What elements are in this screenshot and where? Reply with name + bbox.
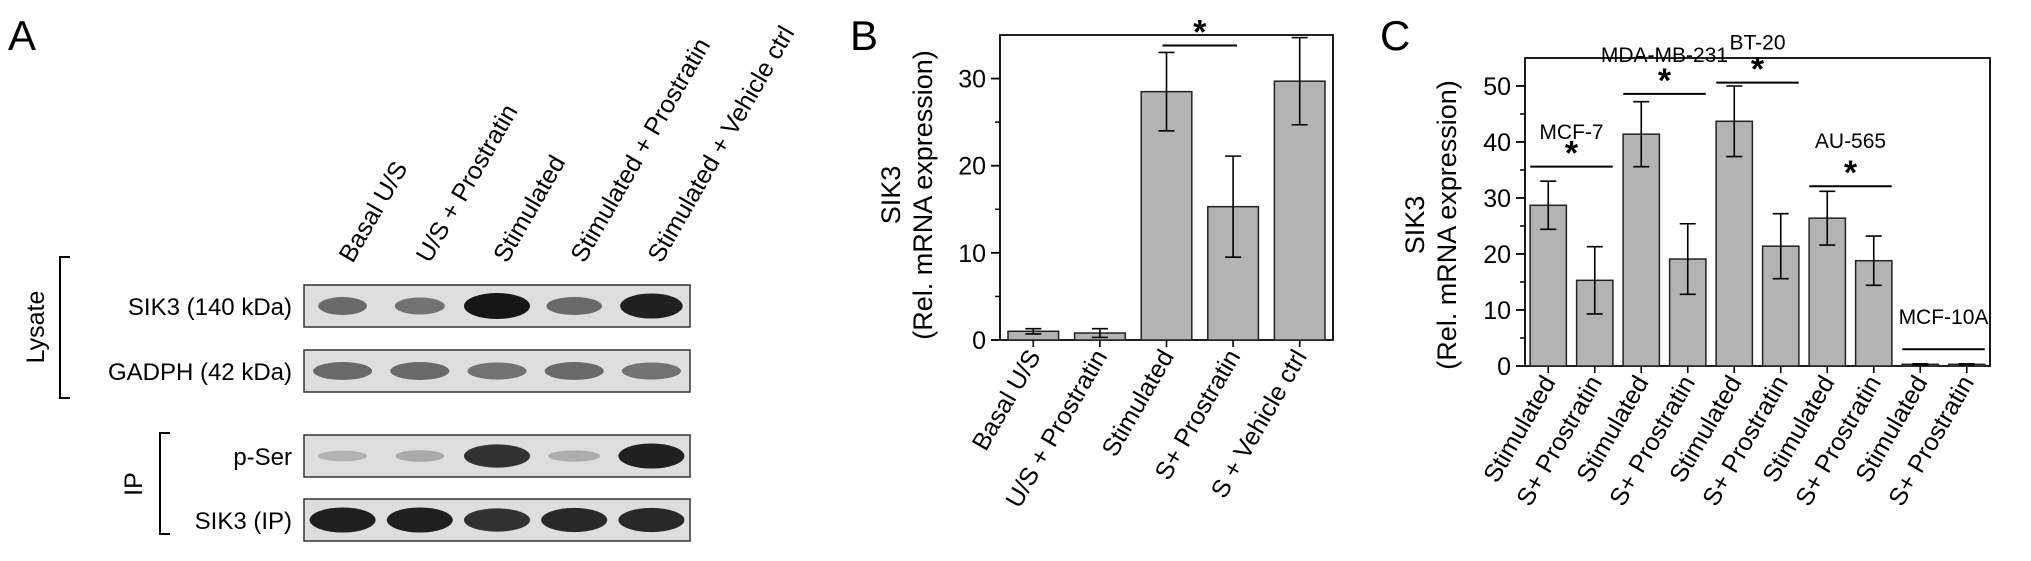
blot-band	[463, 444, 531, 468]
panel-c-label: C	[1380, 12, 1410, 59]
bar	[1715, 120, 1754, 367]
y-tick-label: 30	[958, 66, 986, 94]
blot-label: GADPH (42 kDa)	[108, 359, 292, 386]
y-axis-label: SIK3	[1400, 196, 1430, 255]
y-tick-label: 20	[1483, 241, 1511, 269]
group-label-ip: IP	[120, 472, 148, 496]
lane-label: Stimulated	[488, 151, 571, 267]
blot-band	[618, 507, 685, 533]
y-tick-label: 10	[958, 240, 986, 268]
y-tick-label: 0	[1497, 353, 1511, 381]
y-axis-label: SIK3	[876, 166, 906, 225]
significance-star: *	[1751, 51, 1765, 89]
y-tick-label: 0	[972, 327, 986, 355]
significance-star: *	[1565, 135, 1579, 173]
lane-label: Stimulated + Vehicle ctrl	[642, 21, 800, 267]
significance-star: *	[1193, 13, 1207, 51]
blot-band	[309, 507, 376, 533]
axes-frame	[1524, 57, 1991, 367]
significance-star: *	[1844, 154, 1858, 192]
blot-band	[394, 297, 445, 315]
blot-label: p-Ser	[233, 444, 292, 471]
blot-rows: SIK3 (140 kDa) GADPH (42 kDa) p-Ser SIK3 (I…	[108, 284, 691, 542]
group-brackets: Lysate IP	[22, 256, 170, 535]
blot-label: SIK3 (IP)	[195, 508, 292, 535]
blot-band	[546, 297, 602, 315]
panel-a-label: A	[8, 12, 36, 59]
blot-band	[395, 450, 445, 462]
cell-line-label: AU-565	[1815, 130, 1886, 153]
blot-band	[313, 362, 373, 380]
blot-band	[463, 508, 531, 532]
significance-star: *	[1658, 62, 1672, 100]
y-tick-label: 20	[958, 153, 986, 181]
y-tick-label: 40	[1483, 129, 1511, 157]
cell-line-label: MCF-7	[1539, 121, 1603, 144]
group-label-lysate: Lysate	[22, 291, 50, 364]
axes-frame	[999, 34, 1334, 341]
cell-line-label: MDA-MB-231	[1601, 44, 1728, 67]
y-axis-label-sub: (Rel. mRNA expression)	[1432, 80, 1462, 370]
blot-band	[318, 297, 367, 315]
bracket-lysate	[59, 256, 70, 399]
blot-band	[386, 507, 453, 533]
blot-band	[621, 362, 681, 380]
blot-band	[541, 507, 608, 533]
y-tick-label: 50	[1483, 73, 1511, 101]
y-tick-label: 10	[1483, 297, 1511, 325]
bar	[1622, 133, 1661, 367]
blot-band	[390, 362, 450, 380]
panel-b-label: B	[850, 12, 878, 59]
y-axis-label-sub: (Rel. mRNA expression)	[908, 50, 938, 340]
y-tick-label: 30	[1483, 185, 1511, 213]
lane-label: Basal U/S	[334, 157, 414, 267]
blot-label: SIK3 (140 kDa)	[128, 294, 292, 321]
blot-band	[318, 450, 367, 462]
cell-line-label: BT-20	[1729, 32, 1785, 55]
blot-band	[544, 362, 604, 380]
panel-a-western-blot: A Basal U/SU/S + ProstratinStimulatedSti…	[8, 12, 801, 542]
blot-band	[618, 443, 685, 469]
blot-band	[467, 362, 527, 380]
lane-label: Stimulated + Prostratin	[565, 33, 716, 267]
bracket-ip	[159, 432, 170, 535]
blot-band	[548, 450, 601, 462]
blot-band	[620, 293, 683, 319]
lane-labels: Basal U/SU/S + ProstratinStimulatedStimu…	[334, 21, 801, 267]
cell-line-label: MCF-10A	[1899, 306, 1989, 329]
blot-band	[463, 293, 531, 319]
